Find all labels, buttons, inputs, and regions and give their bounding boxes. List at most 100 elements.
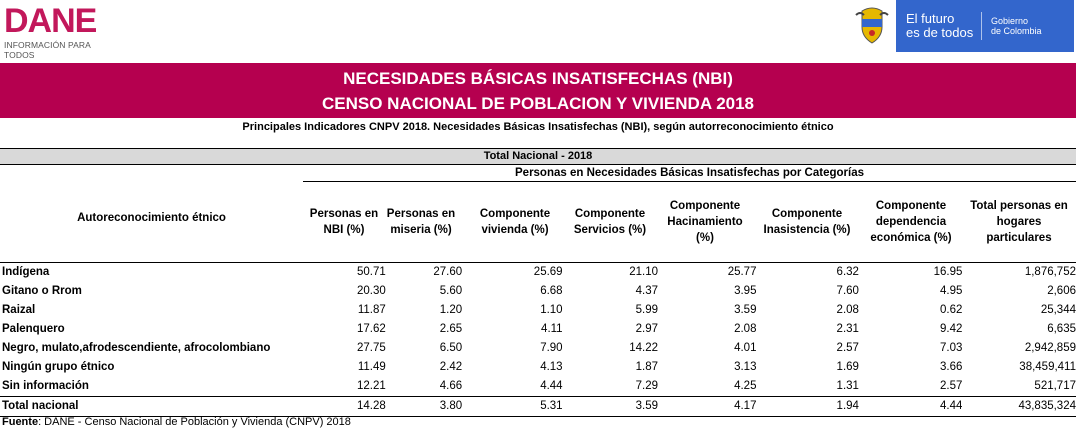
source-footer: Fuente: DANE - Censo Nacional de Poblaci… (2, 416, 351, 428)
table-cell: 4.11 (541, 323, 563, 335)
table-row: Palenquero 17.62 2.65 4.11 2.97 2.08 2.3… (0, 320, 1076, 339)
table-row: Raizal 11.87 1.20 1.10 5.99 3.59 2.08 0.… (0, 301, 1076, 320)
table-row: Ningún grupo étnico 11.49 2.42 4.13 1.87… (0, 358, 1076, 377)
gov-motto: El futuro es de todos (896, 12, 982, 40)
table-cell: 2.57 (836, 342, 859, 354)
table-cell: 4.25 (734, 380, 757, 392)
banner-title: NECESIDADES BÁSICAS INSATISFECHAS (NBI) (343, 68, 733, 88)
table-cell: 2.42 (439, 361, 463, 373)
row-label: Sin información (2, 380, 89, 392)
dane-tagline: INFORMACIÓN PARA TODOS (4, 40, 91, 60)
table-cell: 43,835,324 (962, 396, 1076, 417)
table-cell: 1.31 (836, 380, 859, 392)
col-header-hacinamiento: Componente Hacinamiento (%) (667, 200, 743, 244)
table-cell: 3.59 (562, 396, 659, 417)
table-cell: 2.31 (836, 323, 859, 335)
footer-text: : DANE - Censo Nacional de Población y V… (38, 416, 351, 428)
table-cell: 4.13 (540, 361, 563, 373)
total-row: Total nacional 14.28 3.80 5.31 3.59 4.17… (0, 396, 1076, 417)
table-cell: 3.13 (734, 361, 757, 373)
gov-motto-line1: El futuro (906, 11, 955, 26)
table-cell: 4.17 (658, 396, 757, 417)
table-cell: 27.60 (433, 266, 463, 278)
row-label: Palenquero (2, 323, 65, 335)
table-row: Sin información 12.21 4.66 4.44 7.29 4.2… (0, 377, 1076, 397)
nbi-table: Indígena 50.71 27.60 25.69 21.10 25.77 6… (0, 263, 1076, 417)
table-cell: 25.77 (727, 266, 757, 278)
dane-logo-text: DANE (4, 2, 97, 40)
table-cell: 6.32 (836, 266, 859, 278)
table-cell: 21.10 (629, 266, 659, 278)
gobierno-brand-box: El futuro es de todos Gobierno de Colomb… (896, 0, 1074, 52)
col-header-miseria: Personas en miseria (%) (386, 208, 456, 236)
table-cell: 4.01 (734, 342, 757, 354)
table-cell: 4.44 (858, 396, 963, 417)
table-cell: 14.28 (304, 396, 386, 417)
table-cell: 4.66 (439, 380, 463, 392)
table-cell: 2.57 (940, 380, 963, 392)
gov-name-line2: de Colombia (991, 26, 1042, 36)
table-cell: 0.62 (940, 304, 963, 316)
table-cell: 20.30 (357, 285, 386, 297)
row-label: Ningún grupo étnico (2, 361, 115, 373)
table-cell: 7.90 (540, 342, 563, 354)
table-cell: 3.80 (385, 396, 463, 417)
table-cell: 38,459,411 (1019, 361, 1076, 373)
section-title: Total Nacional - 2018 (0, 148, 1076, 165)
table-row: Negro, mulato,afrodescendiente, afrocolo… (0, 339, 1076, 358)
col-header-servicios: Componente Servicios (%) (573, 208, 647, 236)
table-cell: 25,344 (1040, 304, 1076, 316)
table-cell: 2.08 (734, 323, 757, 335)
table-cell: 50.71 (357, 266, 386, 278)
table-cell: 27.75 (357, 342, 386, 354)
row-label: Negro, mulato,afrodescendiente, afrocolo… (2, 342, 271, 354)
table-cell: 1.69 (836, 361, 859, 373)
table-cell: 4.95 (940, 285, 963, 297)
table-row: Indígena 50.71 27.60 25.69 21.10 25.77 6… (0, 263, 1076, 282)
table-cell: 3.95 (734, 285, 757, 297)
table-cell: 1.20 (439, 304, 463, 316)
table-row: Gitano o Rrom 20.30 5.60 6.68 4.37 3.95 … (0, 282, 1076, 301)
table-cell: 7.29 (635, 380, 659, 392)
table-cell: 1.87 (635, 361, 659, 373)
row-header: Autoreconocimiento étnico (77, 212, 226, 224)
table-cell: 1.94 (756, 396, 859, 417)
gov-motto-line2: es de todos (906, 25, 974, 40)
table-cell: 3.59 (734, 304, 757, 316)
row-label: Gitano o Rrom (2, 285, 82, 297)
dane-logo[interactable]: DANE INFORMACIÓN PARA TODOS (4, 2, 114, 60)
col-header-total-personas: Total personas en hogares particulares (970, 200, 1068, 244)
table-cell: 3.66 (940, 361, 963, 373)
table-cell: 2,606 (1047, 285, 1076, 297)
col-header-vivienda: Componente vivienda (%) (479, 208, 551, 236)
table-cell: 2,942,859 (1024, 342, 1076, 354)
gov-name: Gobierno de Colombia (982, 16, 1042, 36)
table-cell: 6.50 (439, 342, 463, 354)
table-cell: 4.44 (540, 380, 563, 392)
footer-label: Fuente (2, 416, 39, 428)
table-cell: 521,717 (1034, 380, 1076, 392)
row-label: Raizal (2, 304, 36, 316)
gobierno-logo[interactable]: El futuro es de todos Gobierno de Colomb… (848, 0, 1074, 52)
table-cell: 16.95 (933, 266, 963, 278)
coat-of-arms-icon (848, 0, 896, 50)
table-cell: 5.99 (635, 304, 659, 316)
top-bar: DANE INFORMACIÓN PARA TODOS El futuro es… (0, 0, 1076, 64)
table-cell: 17.62 (357, 323, 386, 335)
table-cell: 7.60 (836, 285, 859, 297)
table-cell: 7.03 (940, 342, 963, 354)
header-divider (0, 262, 1076, 263)
table-cell: 1.10 (540, 304, 563, 316)
banner-subtitle: CENSO NACIONAL DE POBLACION Y VIVIENDA 2… (321, 93, 755, 113)
table-cell: 6.68 (540, 285, 563, 297)
table-cell: 5.31 (462, 396, 563, 417)
category-header: Personas en Necesidades Básicas Insatisf… (303, 165, 1076, 182)
col-header-inasistencia: Componente Inasistencia (%) (763, 208, 851, 236)
table-cell: 2.65 (439, 323, 463, 335)
col-header-nbi: Personas en NBI (%) (309, 208, 379, 236)
table-cell: 11.87 (357, 304, 386, 316)
row-label: Indígena (2, 266, 50, 278)
gov-name-line1: Gobierno (991, 16, 1029, 26)
col-header-dependencia: Componente dependencia económica (%) (870, 200, 952, 244)
table-cell: 9.42 (940, 323, 963, 335)
